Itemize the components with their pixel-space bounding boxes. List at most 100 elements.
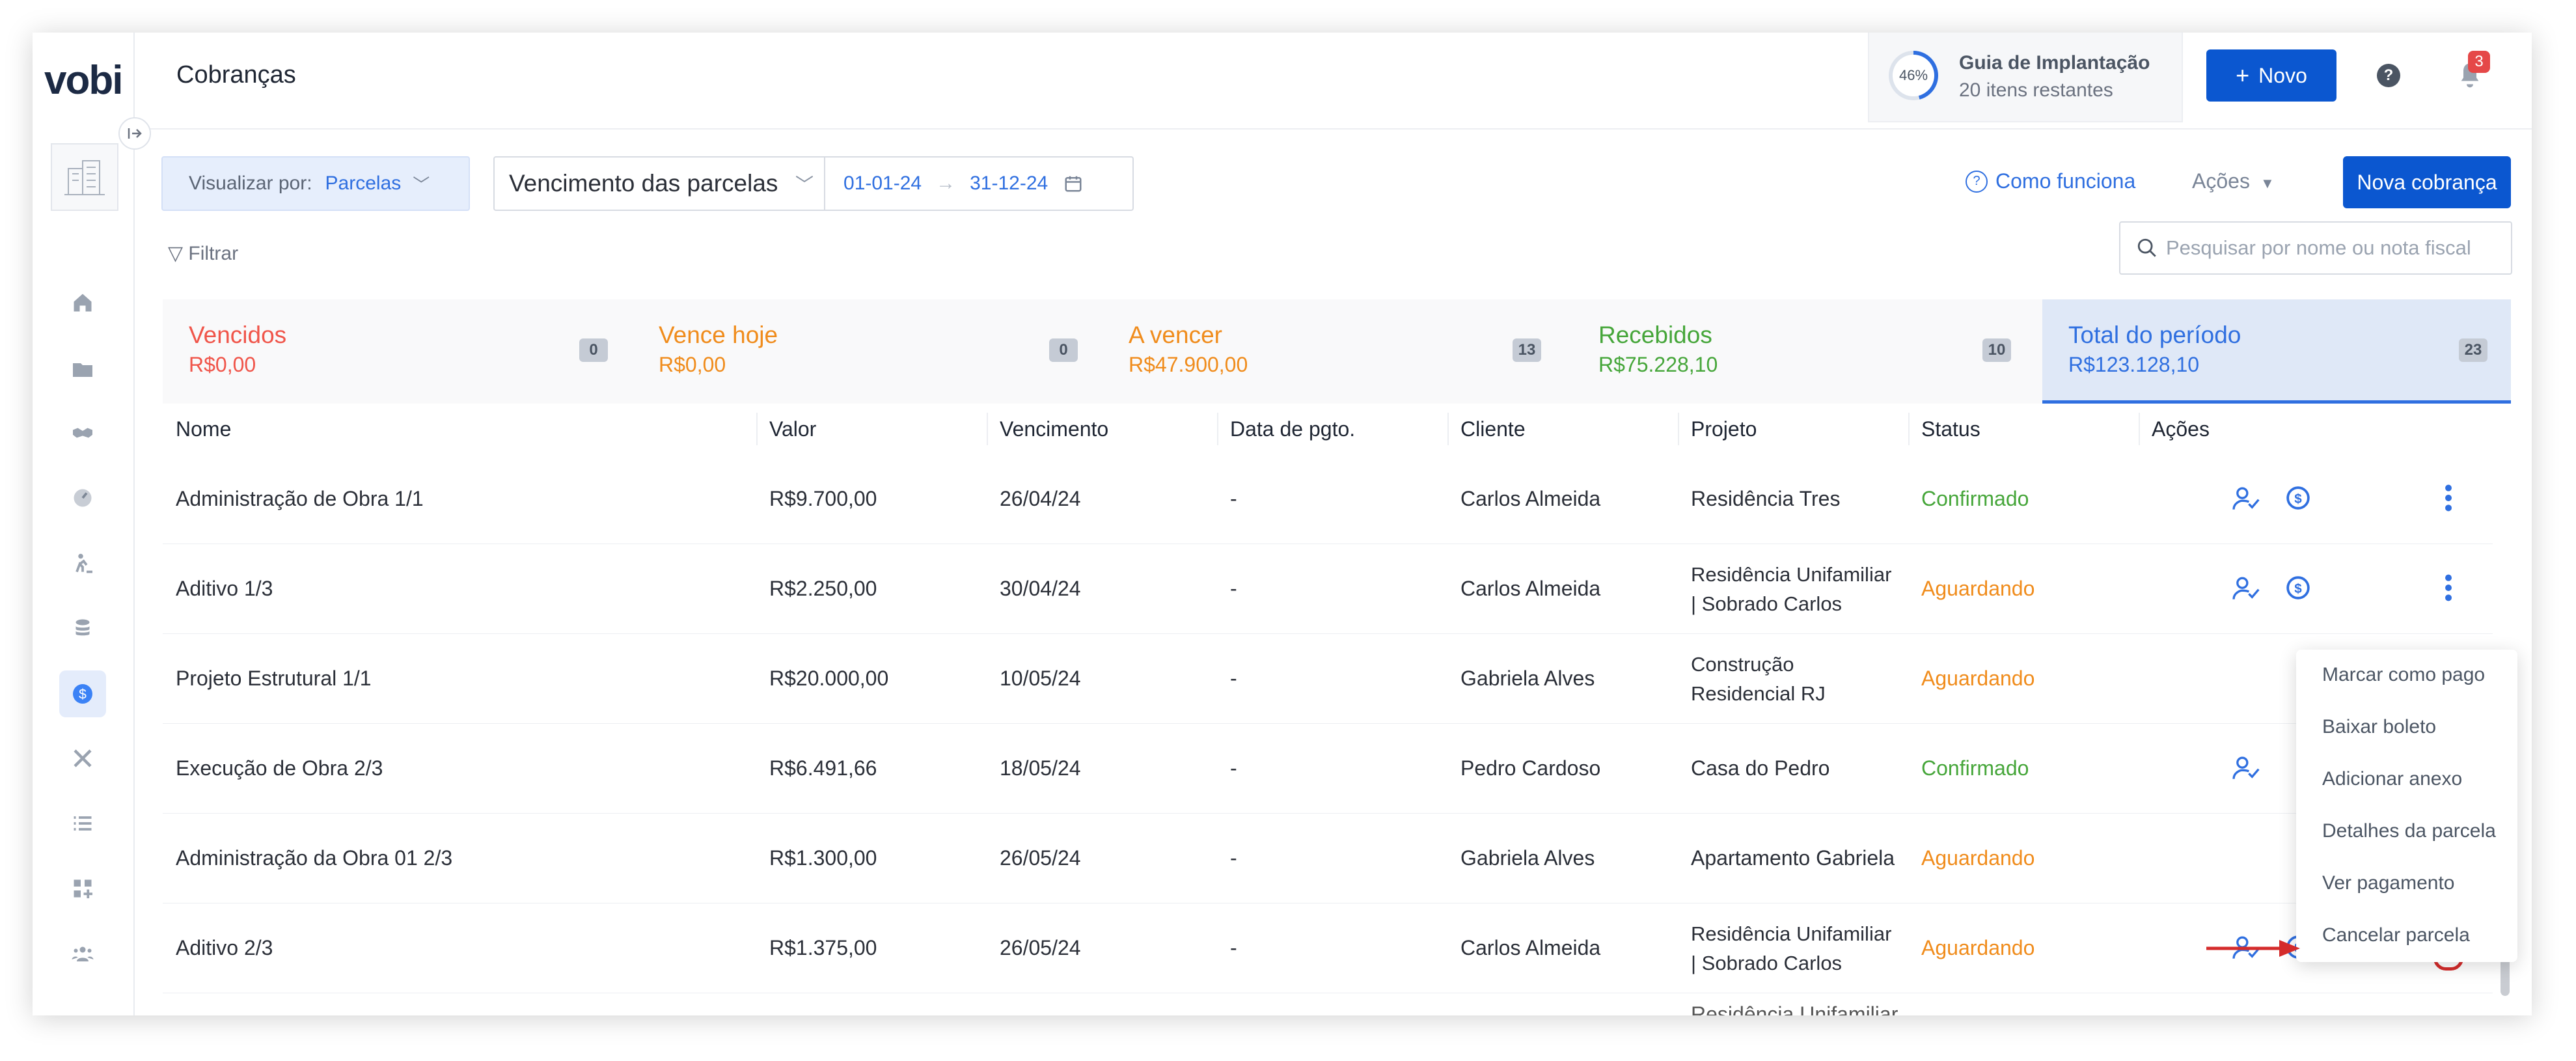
projeto-line-2: | Sobrado Carlos bbox=[1691, 951, 1843, 974]
cell-cliente: Carlos Almeida bbox=[1460, 577, 1601, 600]
column-header-cliente[interactable]: Cliente bbox=[1460, 417, 1526, 441]
column-header-vencimento[interactable]: Vencimento bbox=[1000, 417, 1109, 441]
assign-user-icon[interactable] bbox=[2232, 755, 2261, 781]
cell-valor: R$2.250,00 bbox=[769, 577, 877, 600]
list-icon bbox=[74, 816, 92, 831]
table-row[interactable]: Administração de Obra 1/1 R$9.700,00 26/04… bbox=[163, 454, 2493, 545]
date-start-input[interactable]: 01-01-24 bbox=[843, 172, 922, 194]
cell-cliente: Carlos Almeida bbox=[1460, 936, 1601, 959]
table-row[interactable]: Projeto Estrutural 1/1 R$20.000,00 10/05/2… bbox=[163, 634, 2493, 724]
cell-valor: R$9.700,00 bbox=[769, 487, 877, 510]
implementation-guide[interactable]: 46% Guia de Implantação 20 itens restant… bbox=[1868, 33, 2183, 122]
cell-valor: R$1.300,00 bbox=[769, 846, 877, 870]
cell-vencimento: 18/05/24 bbox=[1000, 756, 1081, 780]
menu-item-add-attachment[interactable]: Adicionar anexo bbox=[2322, 768, 2463, 790]
guide-title: Guia de Implantação bbox=[1959, 52, 2150, 74]
sidebar-item-finance[interactable] bbox=[66, 612, 99, 644]
cell-vencimento: 26/05/24 bbox=[1000, 936, 1081, 959]
how-it-works-link[interactable]: ? Como funciona bbox=[1966, 169, 2135, 193]
more-options-icon[interactable] bbox=[2442, 573, 2455, 603]
new-charge-button[interactable]: Nova cobrança bbox=[2343, 156, 2511, 208]
sidebar-item-charges[interactable]: $ bbox=[59, 670, 106, 717]
column-separator bbox=[756, 413, 758, 445]
payment-dollar-icon[interactable]: $ bbox=[2286, 486, 2310, 510]
cell-nome: Execução de Obra 2/3 bbox=[176, 756, 383, 780]
projeto-line-2: | Sobrado Carlos bbox=[1691, 592, 1843, 615]
table-row[interactable]: Aditivo 1/3 R$2.250,00 30/04/24 - Carlos Alm… bbox=[163, 544, 2493, 635]
table-row[interactable]: Residência Unifamiliar bbox=[163, 993, 2493, 1015]
company-logo[interactable] bbox=[51, 143, 118, 211]
search-input[interactable]: Pesquisar por nome ou nota fiscal bbox=[2119, 221, 2512, 275]
card-value: R$0,00 bbox=[659, 353, 726, 376]
sidebar-item-workers[interactable] bbox=[66, 547, 99, 579]
card-title: Recebidos bbox=[1598, 322, 1712, 348]
chevron-down-icon: ﹀ bbox=[413, 174, 430, 195]
app-logo[interactable]: vobi bbox=[44, 58, 123, 103]
date-end-input[interactable]: 31-12-24 bbox=[970, 172, 1048, 194]
calendar-icon[interactable] bbox=[1063, 174, 1083, 193]
menu-item-download-boleto[interactable]: Baixar boleto bbox=[2322, 716, 2437, 737]
period-type-select[interactable]: Vencimento das parcelas bbox=[509, 170, 778, 197]
card-count: 13 bbox=[1513, 338, 1541, 362]
filter-button[interactable]: ▽ Filtrar bbox=[168, 242, 238, 265]
column-separator bbox=[2139, 413, 2140, 445]
projeto-line-1: Residência Unifamiliar bbox=[1691, 562, 1892, 586]
cell-data-pgto: - bbox=[1230, 487, 1237, 510]
menu-item-view-payment[interactable]: Ver pagamento bbox=[2322, 872, 2455, 894]
assign-user-icon[interactable] bbox=[2232, 486, 2261, 512]
column-header-data-pgto[interactable]: Data de pgto. bbox=[1230, 417, 1356, 441]
sidebar-item-list[interactable] bbox=[66, 807, 99, 840]
summary-card-upcoming[interactable]: A vencer R$47.900,00 13 bbox=[1103, 299, 1571, 404]
cell-status: Aguardando bbox=[1921, 577, 2035, 600]
arrow-right-icon: → bbox=[936, 172, 956, 194]
summary-card-total[interactable]: Total do período R$123.128,10 23 bbox=[2042, 299, 2511, 404]
sidebar-item-dashboard[interactable] bbox=[66, 482, 99, 514]
table-row[interactable]: Execução de Obra 2/3 R$6.491,66 18/05/24 - P… bbox=[163, 724, 2493, 814]
actions-dropdown[interactable]: Ações ▼ bbox=[2192, 169, 2275, 193]
more-options-icon[interactable] bbox=[2442, 483, 2455, 513]
new-button[interactable]: + Novo bbox=[2206, 49, 2336, 102]
cell-nome: Aditivo 1/3 bbox=[176, 577, 273, 600]
summary-card-overdue[interactable]: Vencidos R$0,00 0 bbox=[163, 299, 631, 404]
notifications-badge: 3 bbox=[2468, 51, 2490, 73]
table-row[interactable]: Administração da Obra 01 2/3 R$1.300,00 26… bbox=[163, 814, 2493, 904]
divider bbox=[824, 158, 826, 210]
column-header-status[interactable]: Status bbox=[1921, 417, 1980, 441]
projeto-line-2: Residencial RJ bbox=[1691, 682, 1826, 705]
payment-dollar-icon[interactable]: $ bbox=[2286, 575, 2310, 600]
menu-item-mark-paid[interactable]: Marcar como pago bbox=[2322, 664, 2486, 685]
apps-icon bbox=[74, 879, 92, 898]
sidebar-item-projects[interactable] bbox=[66, 353, 99, 385]
guide-percent: 46% bbox=[1893, 55, 1934, 96]
column-header-projeto[interactable]: Projeto bbox=[1691, 417, 1757, 441]
sidebar-item-team[interactable] bbox=[66, 937, 99, 970]
sidebar-item-crm[interactable] bbox=[66, 417, 99, 449]
cell-status: Confirmado bbox=[1921, 756, 2029, 780]
menu-item-installment-details[interactable]: Detalhes da parcela bbox=[2322, 820, 2496, 842]
column-header-nome[interactable]: Nome bbox=[176, 417, 232, 441]
cell-vencimento: 26/04/24 bbox=[1000, 487, 1081, 510]
sidebar-item-apps[interactable] bbox=[66, 872, 99, 905]
menu-item-cancel-installment[interactable]: Cancelar parcela bbox=[2322, 924, 2470, 946]
table-row[interactable]: Aditivo 2/3 R$1.375,00 26/05/24 - Carlos Alm… bbox=[163, 903, 2493, 994]
card-title: A vencer bbox=[1129, 322, 1222, 348]
card-title: Vencidos bbox=[189, 322, 287, 348]
sidebar-item-tools[interactable] bbox=[66, 742, 99, 775]
folder-icon bbox=[73, 363, 92, 377]
summary-card-due-today[interactable]: Vence hoje R$0,00 0 bbox=[633, 299, 1101, 404]
sidebar-item-home[interactable] bbox=[66, 286, 99, 319]
column-header-valor[interactable]: Valor bbox=[769, 417, 817, 441]
help-icon[interactable]: ? bbox=[2377, 64, 2400, 87]
svg-text:$: $ bbox=[2294, 581, 2302, 596]
cell-valor: R$6.491,66 bbox=[769, 756, 877, 780]
sidebar-collapse-button[interactable] bbox=[118, 117, 151, 150]
card-count: 0 bbox=[579, 338, 608, 362]
cell-projeto: Casa do Pedro bbox=[1691, 756, 1830, 780]
cell-data-pgto: - bbox=[1230, 846, 1237, 870]
filter-label: Filtrar bbox=[188, 243, 239, 264]
sidebar: vobi $ bbox=[33, 33, 151, 1015]
assign-user-icon[interactable] bbox=[2232, 575, 2261, 601]
column-header-acoes: Ações bbox=[2152, 417, 2210, 441]
view-by-select[interactable]: Visualizar por: Parcelas ﹀ bbox=[161, 156, 470, 211]
summary-card-received[interactable]: Recebidos R$75.228,10 10 bbox=[1572, 299, 2041, 404]
